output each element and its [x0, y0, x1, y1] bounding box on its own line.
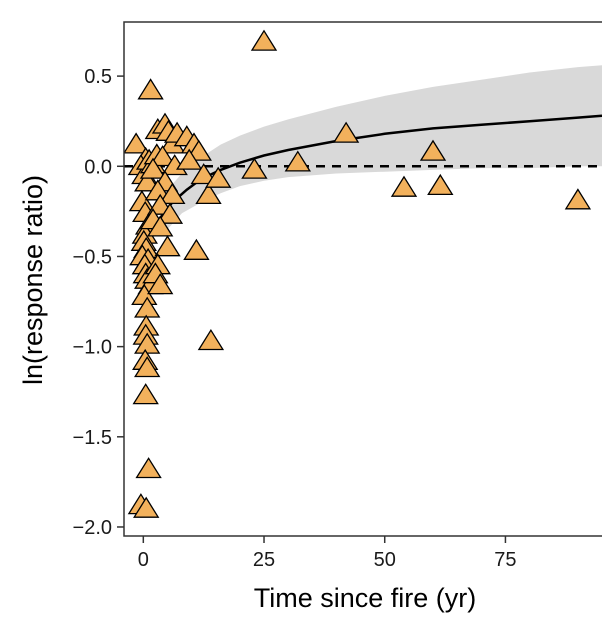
data-point [137, 78, 164, 100]
data-point [176, 148, 203, 170]
data-point [134, 170, 161, 192]
data-point [419, 139, 447, 161]
x-tick-label: 0 [138, 549, 149, 571]
y-tick-label: −0.5 [73, 246, 112, 268]
data-point [427, 173, 454, 196]
data-point [183, 238, 210, 260]
y-tick-label: −1.5 [73, 427, 112, 449]
data-point [250, 29, 278, 51]
data-point [139, 157, 167, 179]
data-point [390, 175, 418, 197]
data-point [564, 188, 592, 210]
data-point [133, 496, 160, 518]
data-point [147, 273, 174, 295]
data-point [124, 132, 150, 154]
y-tick-label: 0.5 [84, 66, 112, 88]
data-point [154, 235, 181, 257]
data-point [190, 163, 217, 185]
data-point [332, 121, 360, 143]
data-point [134, 356, 161, 378]
axes-layer: 0.5 0.0 −0.5 −1.0 −1.5 −2.0 0 25 50 75 [73, 21, 602, 571]
data-point [147, 215, 174, 237]
data-point [149, 145, 176, 167]
data-point [195, 182, 222, 205]
x-tick-label: 50 [374, 549, 396, 571]
data-point [197, 328, 225, 351]
data-point [156, 202, 184, 224]
data-points-layer [124, 29, 592, 518]
x-axis-title: Time since fire (yr) [254, 583, 477, 613]
y-tick-label: −1.0 [73, 337, 112, 359]
y-tick-label: 0.0 [84, 156, 112, 178]
data-point [135, 457, 162, 479]
y-axis-title: ln(response ratio) [18, 175, 48, 385]
data-point [284, 150, 311, 172]
confidence-band-layer [162, 65, 602, 235]
data-point [132, 383, 159, 405]
confidence-band [162, 65, 602, 235]
panel-border [123, 21, 602, 537]
data-point [241, 157, 268, 179]
x-tick-label: 25 [253, 549, 275, 571]
x-tick-label: 75 [494, 549, 516, 571]
y-tick-label: −2.0 [73, 517, 112, 539]
data-point [159, 182, 186, 205]
data-point [205, 166, 232, 188]
